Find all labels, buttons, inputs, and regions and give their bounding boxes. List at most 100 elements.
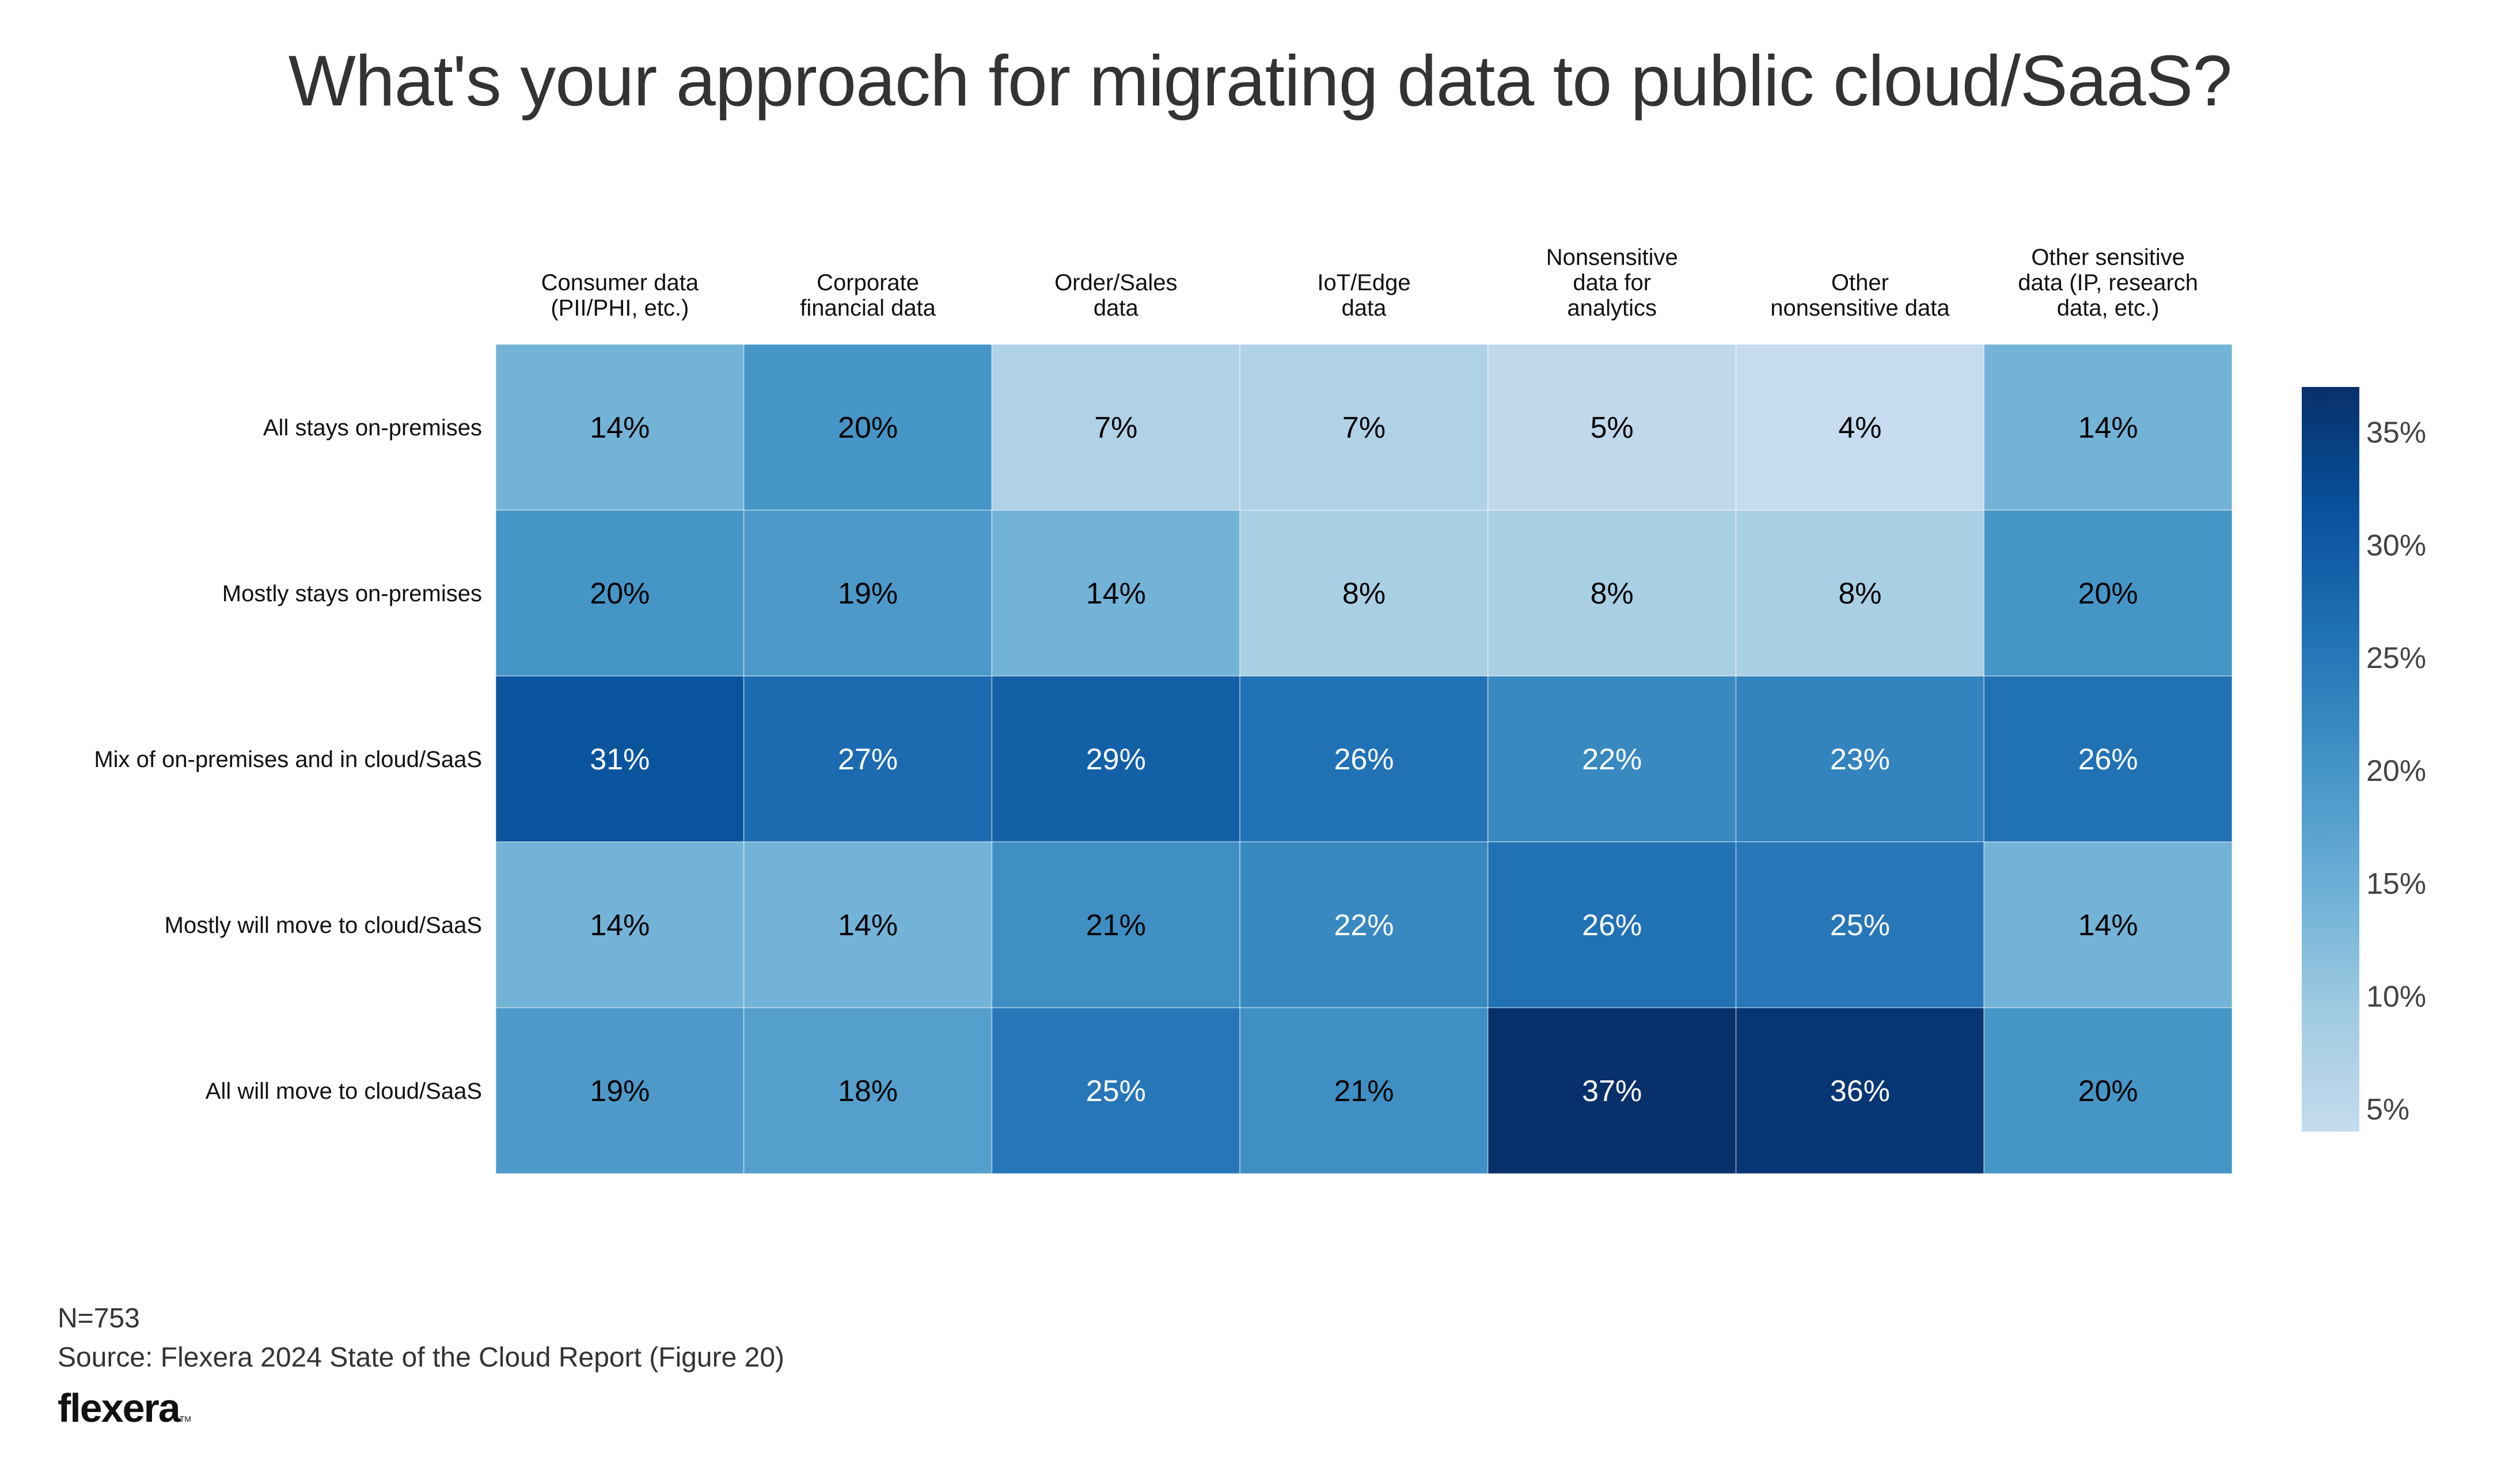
heatmap-cell bbox=[1239, 344, 1489, 511]
heatmap-cell bbox=[1983, 510, 2233, 677]
column-label-line: financial data bbox=[800, 295, 936, 321]
colorbar-tick-label: 15% bbox=[2366, 867, 2426, 901]
chart-title: What's your approach for migrating data … bbox=[288, 41, 2233, 121]
heatmap-cell bbox=[1487, 510, 1737, 677]
heatmap-cell bbox=[495, 841, 745, 1008]
heatmap-cell bbox=[1487, 1007, 1737, 1174]
cell-value-label: 31% bbox=[590, 743, 650, 776]
colorbar-tick-label: 20% bbox=[2366, 754, 2426, 788]
column-label-line: (PII/PHI, etc.) bbox=[551, 295, 689, 321]
cell-value-label: 5% bbox=[1591, 411, 1634, 445]
heatmap-cell bbox=[991, 841, 1241, 1008]
heatmap-cell bbox=[991, 675, 1241, 842]
cell-value-label: 20% bbox=[2078, 577, 2138, 610]
column-label-line: Nonsensitive bbox=[1546, 245, 1678, 270]
cell-value-label: 4% bbox=[1838, 411, 1881, 445]
heatmap-cell bbox=[743, 1007, 993, 1174]
row-label: Mix of on-premises and in cloud/SaaS bbox=[94, 747, 482, 772]
heatmap-cell bbox=[743, 675, 993, 842]
heatmap-cell bbox=[1487, 675, 1737, 842]
source-note: Source: Flexera 2024 State of the Cloud … bbox=[58, 1342, 785, 1373]
column-label-line: Other sensitive bbox=[2031, 245, 2185, 270]
heatmap-cell bbox=[495, 675, 745, 842]
logo-text: flexera bbox=[58, 1386, 181, 1430]
column-label: Other nonsensitive data bbox=[1770, 270, 1950, 321]
cell-value-label: 25% bbox=[1086, 1075, 1146, 1108]
column-label: Order/Sales data bbox=[1054, 270, 1177, 321]
cell-value-label: 36% bbox=[1830, 1075, 1890, 1108]
heatmap-cell bbox=[743, 344, 993, 511]
cell-value-label: 37% bbox=[1582, 1075, 1642, 1108]
heatmap-cell bbox=[743, 841, 993, 1008]
heatmap-cell bbox=[1487, 841, 1737, 1008]
cell-value-label: 22% bbox=[1582, 743, 1642, 776]
heatmap-cell bbox=[495, 1007, 745, 1174]
heatmap-cell bbox=[991, 1007, 1241, 1174]
column-label: Corporate financial data bbox=[800, 270, 936, 321]
colorbar-tick-label: 10% bbox=[2366, 980, 2426, 1014]
heatmap-cell bbox=[1983, 675, 2233, 842]
cell-value-label: 8% bbox=[1838, 577, 1881, 610]
column-label: Nonsensitive data for analytics bbox=[1546, 245, 1678, 321]
cell-value-label: 26% bbox=[1334, 743, 1394, 776]
column-label-line: data for bbox=[1573, 270, 1651, 295]
cell-value-label: 18% bbox=[838, 1075, 898, 1108]
column-label: Other sensitive data (IP, research data, e… bbox=[2018, 245, 2198, 321]
cell-value-label: 19% bbox=[590, 1075, 650, 1108]
heatmap-cell bbox=[991, 344, 1241, 511]
heatmap-cell bbox=[743, 510, 993, 677]
cell-value-label: 14% bbox=[590, 909, 650, 942]
flexera-logo: flexeraTM bbox=[58, 1385, 191, 1431]
cell-value-label: 25% bbox=[1830, 909, 1890, 942]
heatmap-cell bbox=[1239, 841, 1489, 1008]
sample-size-note: N=753 bbox=[58, 1303, 140, 1334]
cell-value-label: 26% bbox=[2078, 743, 2138, 776]
colorbar-tick-label: 35% bbox=[2366, 416, 2426, 449]
cell-value-label: 8% bbox=[1591, 577, 1634, 610]
colorbar: 5% 10% 15% 20% 25% 30% 35% bbox=[2302, 387, 2426, 1132]
cell-value-label: 7% bbox=[1094, 411, 1137, 445]
colorbar-tick-label: 30% bbox=[2366, 529, 2426, 562]
heatmap-cell bbox=[1735, 1007, 1985, 1174]
column-label-line: Corporate bbox=[817, 270, 919, 295]
cell-value-label: 20% bbox=[590, 577, 650, 610]
heatmap-cell bbox=[1735, 344, 1985, 511]
heatmap-cell bbox=[1983, 1007, 2233, 1174]
column-label: IoT/Edge data bbox=[1317, 270, 1410, 321]
colorbar-tick-label: 25% bbox=[2366, 642, 2426, 675]
heatmap-cell bbox=[991, 510, 1241, 677]
row-label: All will move to cloud/SaaS bbox=[206, 1079, 482, 1104]
column-label-line: Order/Sales bbox=[1054, 270, 1177, 295]
column-label-line: data (IP, research bbox=[2018, 270, 2198, 295]
cell-value-label: 8% bbox=[1342, 577, 1386, 610]
heatmap-cell bbox=[495, 344, 745, 511]
heatmap-cell bbox=[1735, 510, 1985, 677]
heatmap-cell bbox=[1983, 344, 2233, 511]
row-label: All stays on-premises bbox=[263, 415, 482, 441]
cell-value-label: 23% bbox=[1830, 743, 1890, 776]
cell-value-label: 22% bbox=[1334, 909, 1394, 942]
trademark-mark: TM bbox=[179, 1414, 191, 1424]
cell-value-label: 21% bbox=[1086, 909, 1146, 942]
row-label: Mostly will move to cloud/SaaS bbox=[165, 913, 482, 938]
cell-value-label: 21% bbox=[1334, 1075, 1394, 1108]
heatmap-cells: 14% 20% 7% 7% 5% 4% 14% 20% 19% 14% 8% 8% 8% 20% 31% 27… bbox=[495, 344, 2233, 1174]
cell-value-label: 14% bbox=[2078, 411, 2138, 445]
row-label: Mostly stays on-premises bbox=[222, 581, 482, 606]
column-label-line: Other bbox=[1831, 270, 1889, 295]
cell-value-label: 14% bbox=[2078, 909, 2138, 942]
heatmap-cell bbox=[1983, 841, 2233, 1008]
row-labels: All stays on-premises Mostly stays on-pre… bbox=[94, 415, 482, 1104]
column-label-line: IoT/Edge bbox=[1317, 270, 1410, 295]
column-label-line: data, etc.) bbox=[2057, 295, 2160, 321]
colorbar-gradient bbox=[2302, 387, 2359, 1132]
cell-value-label: 20% bbox=[838, 411, 898, 445]
cell-value-label: 20% bbox=[2078, 1075, 2138, 1108]
column-label: Consumer data (PII/PHI, etc.) bbox=[541, 270, 699, 321]
column-label-line: data bbox=[1094, 295, 1139, 321]
column-label-line: data bbox=[1342, 295, 1387, 321]
cell-value-label: 26% bbox=[1582, 909, 1642, 942]
cell-value-label: 14% bbox=[838, 909, 898, 942]
heatmap-cell bbox=[1239, 675, 1489, 842]
